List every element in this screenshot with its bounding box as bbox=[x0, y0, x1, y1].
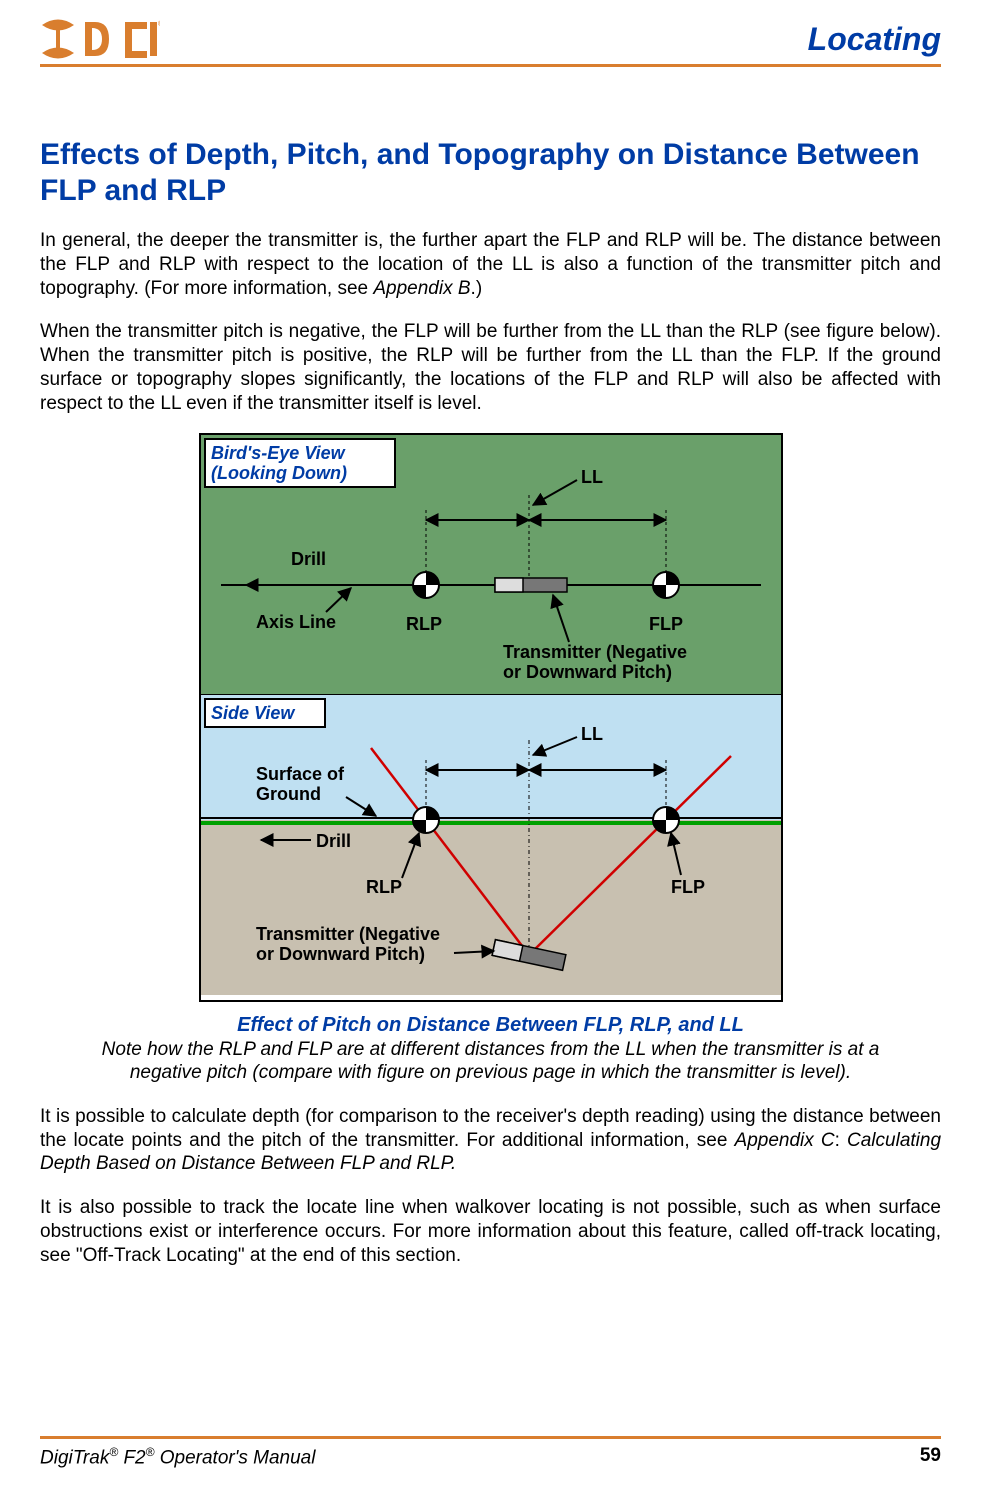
p1-italic: Appendix B bbox=[373, 278, 470, 299]
figure-svg: Bird's-Eye View (Looking Down) LL bbox=[201, 435, 781, 995]
top-tx-label-2: or Downward Pitch) bbox=[503, 662, 672, 682]
p1-end: .) bbox=[471, 278, 483, 299]
bottom-flp-target bbox=[653, 807, 679, 833]
bottom-tx-label-2: or Downward Pitch) bbox=[256, 944, 425, 964]
bottom-view-label: Side View bbox=[211, 703, 295, 723]
bottom-flp-label: FLP bbox=[671, 877, 705, 897]
bottom-drill-label: Drill bbox=[316, 831, 351, 851]
bottom-tx-label-1: Transmitter (Negative bbox=[256, 924, 440, 944]
page-footer: DigiTrak® F2® Operator's Manual 59 bbox=[40, 1436, 941, 1469]
footer-tail: Operator's Manual bbox=[154, 1447, 315, 1468]
top-view-label-1: Bird's-Eye View bbox=[211, 443, 346, 463]
bottom-rlp-target bbox=[413, 807, 439, 833]
footer-page: 59 bbox=[920, 1445, 941, 1469]
footer-product: DigiTrak® F2® Operator's Manual bbox=[40, 1445, 315, 1469]
top-tx-label-1: Transmitter (Negative bbox=[503, 642, 687, 662]
footer-prod1: DigiTrak bbox=[40, 1447, 109, 1468]
bottom-surface-label-1: Surface of bbox=[256, 764, 345, 784]
paragraph-1: In general, the deeper the transmitter i… bbox=[40, 229, 941, 300]
footer-prod2: F2 bbox=[118, 1447, 145, 1468]
top-transmitter bbox=[495, 578, 567, 592]
caption-title: Effect of Pitch on Distance Between FLP,… bbox=[40, 1014, 941, 1037]
page-header: ® Locating bbox=[40, 18, 941, 67]
paragraph-3: It is possible to calculate depth (for c… bbox=[40, 1105, 941, 1176]
top-drill-label: Drill bbox=[291, 549, 326, 569]
p3b: : bbox=[835, 1130, 847, 1151]
p1-text: In general, the deeper the transmitter i… bbox=[40, 230, 941, 299]
caption-note: Note how the RLP and FLP are at differen… bbox=[40, 1039, 941, 1085]
top-rlp-target bbox=[413, 572, 439, 598]
logo: ® bbox=[40, 18, 160, 60]
figure: Bird's-Eye View (Looking Down) LL bbox=[199, 433, 783, 1002]
bottom-rlp-label: RLP bbox=[366, 877, 402, 897]
section-heading: Effects of Depth, Pitch, and Topography … bbox=[40, 137, 941, 209]
top-ll-label: LL bbox=[581, 467, 603, 487]
page: ® Locating Effects of Depth, Pitch, and … bbox=[0, 0, 981, 1497]
svg-text:®: ® bbox=[158, 20, 160, 28]
top-view-label-2: (Looking Down) bbox=[211, 463, 347, 483]
top-axis-label: Axis Line bbox=[256, 612, 336, 632]
paragraph-2: When the transmitter pitch is negative, … bbox=[40, 320, 941, 415]
figure-wrap: Bird's-Eye View (Looking Down) LL bbox=[40, 433, 941, 1002]
top-flp-label: FLP bbox=[649, 614, 683, 634]
footer-reg1: ® bbox=[109, 1445, 118, 1459]
paragraph-4: It is also possible to track the locate … bbox=[40, 1196, 941, 1267]
bottom-surface-label-2: Ground bbox=[256, 784, 321, 804]
top-panel: Bird's-Eye View (Looking Down) LL bbox=[201, 435, 781, 695]
top-flp-target bbox=[653, 572, 679, 598]
top-rlp-label: RLP bbox=[406, 614, 442, 634]
p3-italic: Appendix C bbox=[735, 1130, 835, 1151]
logo-icon: ® bbox=[40, 18, 160, 60]
bottom-ll-label: LL bbox=[581, 724, 603, 744]
bottom-panel: Side View LL Surface of Ground bbox=[201, 695, 781, 995]
header-title: Locating bbox=[808, 21, 941, 58]
